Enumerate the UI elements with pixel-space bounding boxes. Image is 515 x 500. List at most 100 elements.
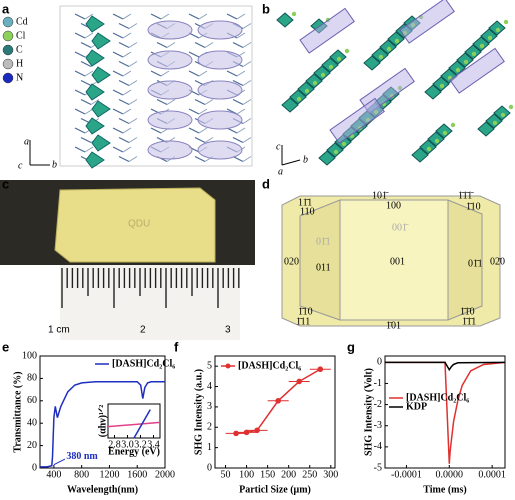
face-label: 1̄1̄1 [462,316,476,327]
molecule-bond [232,155,244,163]
helix-box [399,0,455,44]
molecule-bond [122,146,132,153]
molecule-bond [150,70,162,77]
molecule-bond [236,127,246,134]
y-tick-label: -5 [374,462,382,473]
molecule-bond [74,127,86,134]
molecule-bond [156,98,168,106]
cd-polyhedron [493,105,511,121]
cd-polyhedron [456,52,474,68]
molecule-bond [188,127,200,134]
helix-box [299,7,355,54]
axis-letter: c [18,160,23,171]
axis-letter: c [276,141,281,152]
molecule-bond [118,41,130,49]
face-label: 1̄1̄0 [460,306,475,317]
molecule-bond [122,32,132,39]
molecule-bond [198,127,208,134]
cd-polyhedron [427,131,445,147]
cl-atom [439,83,445,89]
face-right [447,199,483,321]
face-label: 001̄ [392,222,409,233]
data-point [317,366,324,373]
cl-atom [492,120,498,126]
molecule-bond [122,13,132,20]
y-tick-label: -4 [374,441,382,452]
x-tick-label: 1200 [99,469,119,480]
x-tick-label: 50 [221,469,231,480]
molecule-bond [74,70,86,77]
molecule-bond [112,108,124,115]
molecule-bond [242,99,252,105]
cl-atom [500,112,506,118]
cd-polyhedron [305,73,323,89]
molecule-bond [80,98,92,106]
y-tick-label: 60 [27,395,37,406]
molecule-bond [188,13,200,20]
molecule-bond [194,136,206,144]
cl-atom [333,149,339,155]
x-tick-label: 2000 [155,469,175,480]
ruler-label: 3 [225,325,231,336]
cd-polyhedron [321,57,339,73]
annotation: 380 nm [66,451,98,462]
cl-atom [328,64,334,70]
data-point [275,398,281,404]
molecule-bond [232,98,244,106]
x-tick-label: 150 [260,469,275,480]
panel-label: f [174,339,179,354]
molecule-bond [84,13,94,20]
molecule-bond [160,13,170,20]
legend-label: [DASH]Cd₂Cl₆ [406,392,469,403]
x-axis-label: Particl Size (μm) [239,484,311,495]
molecule-bond [242,23,252,29]
cd-polyhedron [329,49,347,65]
molecule-bond [188,51,200,58]
molecule-bond [74,51,86,58]
legend-label: [DASH]Cd₂Cl₆ [238,360,301,371]
axis-letter: b [303,154,308,165]
molecule-bond [156,41,168,49]
x-tick-label: 3.0 [121,439,134,450]
face-label: 001 [390,256,405,267]
molecule-bond [118,79,130,87]
molecule-bond [118,22,130,30]
molecule-bond [122,70,132,77]
y-tick-label: -1 [374,378,382,389]
face-label: 110 [300,206,315,217]
molecule-bond [118,117,130,125]
cd-polyhedron [85,117,105,135]
cl-atom [344,48,350,54]
panel-label: g [347,339,355,354]
molecule-bond [236,32,246,39]
plot-frame [39,355,166,469]
plot-frame [214,355,336,469]
molecule-bond [226,70,238,77]
helix-ribbon [147,50,193,70]
molecule-bond [188,70,200,77]
atom-swatch [2,58,14,70]
cd-polyhedron [424,84,442,100]
x-tick-label: 0.0001 [478,469,506,480]
cl-atom [296,96,302,102]
y-axis-label: Transmittance (%) [12,371,23,452]
cl-atom [434,138,440,144]
panel-label: b [262,1,270,16]
cd-polyhedron [411,147,429,163]
molecule-bond [118,98,130,106]
molecule-bond [128,80,138,86]
cd-polyhedron [313,65,331,81]
face-label: 11̄1 [298,197,312,208]
x-axis-label: Time (ms) [423,484,466,495]
legend-label: N [16,72,23,83]
cl-atom [495,27,501,33]
molecule-bond [84,108,94,115]
cd-polyhedron [289,89,307,105]
molecule-bond [166,42,176,48]
x-tick-label: 200 [281,469,296,480]
cd-polyhedron [464,44,482,60]
cd-polyhedron [435,123,453,139]
molecule-bond [166,99,176,105]
face-label: 01̄1 [468,258,483,269]
y-tick-label: 2 [207,422,212,433]
